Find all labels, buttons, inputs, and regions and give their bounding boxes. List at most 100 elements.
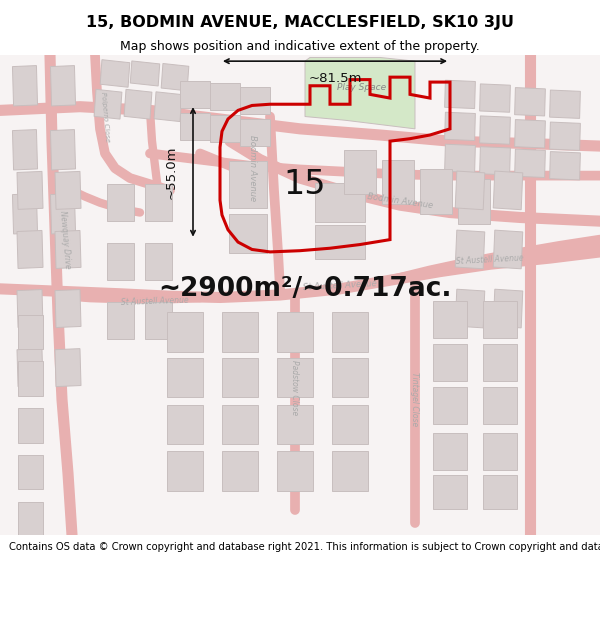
Polygon shape [107,184,133,221]
Polygon shape [483,433,517,470]
Polygon shape [161,64,189,91]
Polygon shape [145,302,172,339]
Polygon shape [332,451,368,491]
Polygon shape [13,194,38,234]
Polygon shape [240,87,270,114]
Text: Tintagel Close: Tintagel Close [410,372,419,427]
Text: Newquay Drive: Newquay Drive [58,210,72,269]
Polygon shape [420,169,452,214]
Polygon shape [550,90,580,118]
Text: Polperro Close: Polperro Close [100,91,110,142]
Polygon shape [210,83,240,111]
Text: Bodmin Avenue: Bodmin Avenue [248,135,257,201]
Polygon shape [515,88,545,116]
Polygon shape [210,115,240,142]
Text: Contains OS data © Crown copyright and database right 2021. This information is : Contains OS data © Crown copyright and d… [9,542,600,552]
Polygon shape [433,388,467,424]
Polygon shape [445,144,475,172]
Polygon shape [107,243,133,280]
Text: 15: 15 [284,168,326,201]
Polygon shape [180,113,210,140]
Polygon shape [167,357,203,397]
Polygon shape [130,61,160,86]
Polygon shape [433,344,467,381]
Text: St Austell Avenue: St Austell Avenue [303,279,377,292]
Polygon shape [17,289,43,328]
Polygon shape [458,179,490,224]
Polygon shape [154,92,182,122]
Polygon shape [332,357,368,397]
Polygon shape [17,502,43,536]
Text: Play Space: Play Space [337,82,386,91]
Polygon shape [167,451,203,491]
Polygon shape [332,312,368,352]
Polygon shape [483,475,517,509]
Polygon shape [515,149,545,178]
Polygon shape [50,194,76,234]
Polygon shape [55,349,81,387]
Polygon shape [222,404,258,444]
Polygon shape [13,66,38,106]
Text: ~81.5m: ~81.5m [308,72,362,85]
Polygon shape [167,312,203,352]
Text: ~2900m²/~0.717ac.: ~2900m²/~0.717ac. [158,276,452,302]
Text: Bodmin Avenue: Bodmin Avenue [367,192,433,211]
Polygon shape [515,119,545,148]
Polygon shape [493,171,523,210]
Polygon shape [17,315,43,349]
Polygon shape [180,81,210,108]
Polygon shape [277,357,313,397]
Polygon shape [100,60,130,88]
Polygon shape [550,122,580,151]
Polygon shape [493,289,523,328]
Polygon shape [222,312,258,352]
Polygon shape [479,116,511,144]
Polygon shape [445,112,475,141]
Polygon shape [17,408,43,442]
Polygon shape [94,89,122,119]
Polygon shape [277,312,313,352]
Text: 15, BODMIN AVENUE, MACCLESFIELD, SK10 3JU: 15, BODMIN AVENUE, MACCLESFIELD, SK10 3J… [86,16,514,31]
Text: St Austell Avenue: St Austell Avenue [456,253,524,266]
Polygon shape [344,150,376,194]
Polygon shape [445,80,475,109]
Polygon shape [55,289,81,328]
Text: St Austell Avenue: St Austell Avenue [121,296,189,307]
Polygon shape [493,230,523,269]
Polygon shape [145,243,172,280]
Polygon shape [277,404,313,444]
Text: ~55.0m: ~55.0m [164,145,178,199]
Polygon shape [17,361,43,396]
Polygon shape [240,119,270,146]
Polygon shape [145,184,172,221]
Polygon shape [455,171,485,210]
Polygon shape [483,301,517,338]
Polygon shape [13,129,38,170]
Text: Map shows position and indicative extent of the property.: Map shows position and indicative extent… [120,39,480,52]
Polygon shape [55,171,81,209]
Polygon shape [315,183,365,222]
Polygon shape [107,302,133,339]
Polygon shape [382,159,414,204]
Polygon shape [17,455,43,489]
Polygon shape [479,84,511,112]
Polygon shape [315,225,365,259]
Text: Padstow Close: Padstow Close [290,359,299,415]
Polygon shape [222,357,258,397]
Polygon shape [483,344,517,381]
Polygon shape [222,451,258,491]
Polygon shape [55,231,81,269]
Polygon shape [433,433,467,470]
Polygon shape [433,301,467,338]
Polygon shape [167,404,203,444]
Polygon shape [50,129,76,170]
Polygon shape [17,171,43,209]
Polygon shape [550,152,580,180]
Polygon shape [277,451,313,491]
Polygon shape [305,58,415,129]
Polygon shape [332,404,368,444]
Polygon shape [229,214,267,253]
Polygon shape [483,388,517,424]
Polygon shape [455,289,485,328]
Polygon shape [17,231,43,269]
